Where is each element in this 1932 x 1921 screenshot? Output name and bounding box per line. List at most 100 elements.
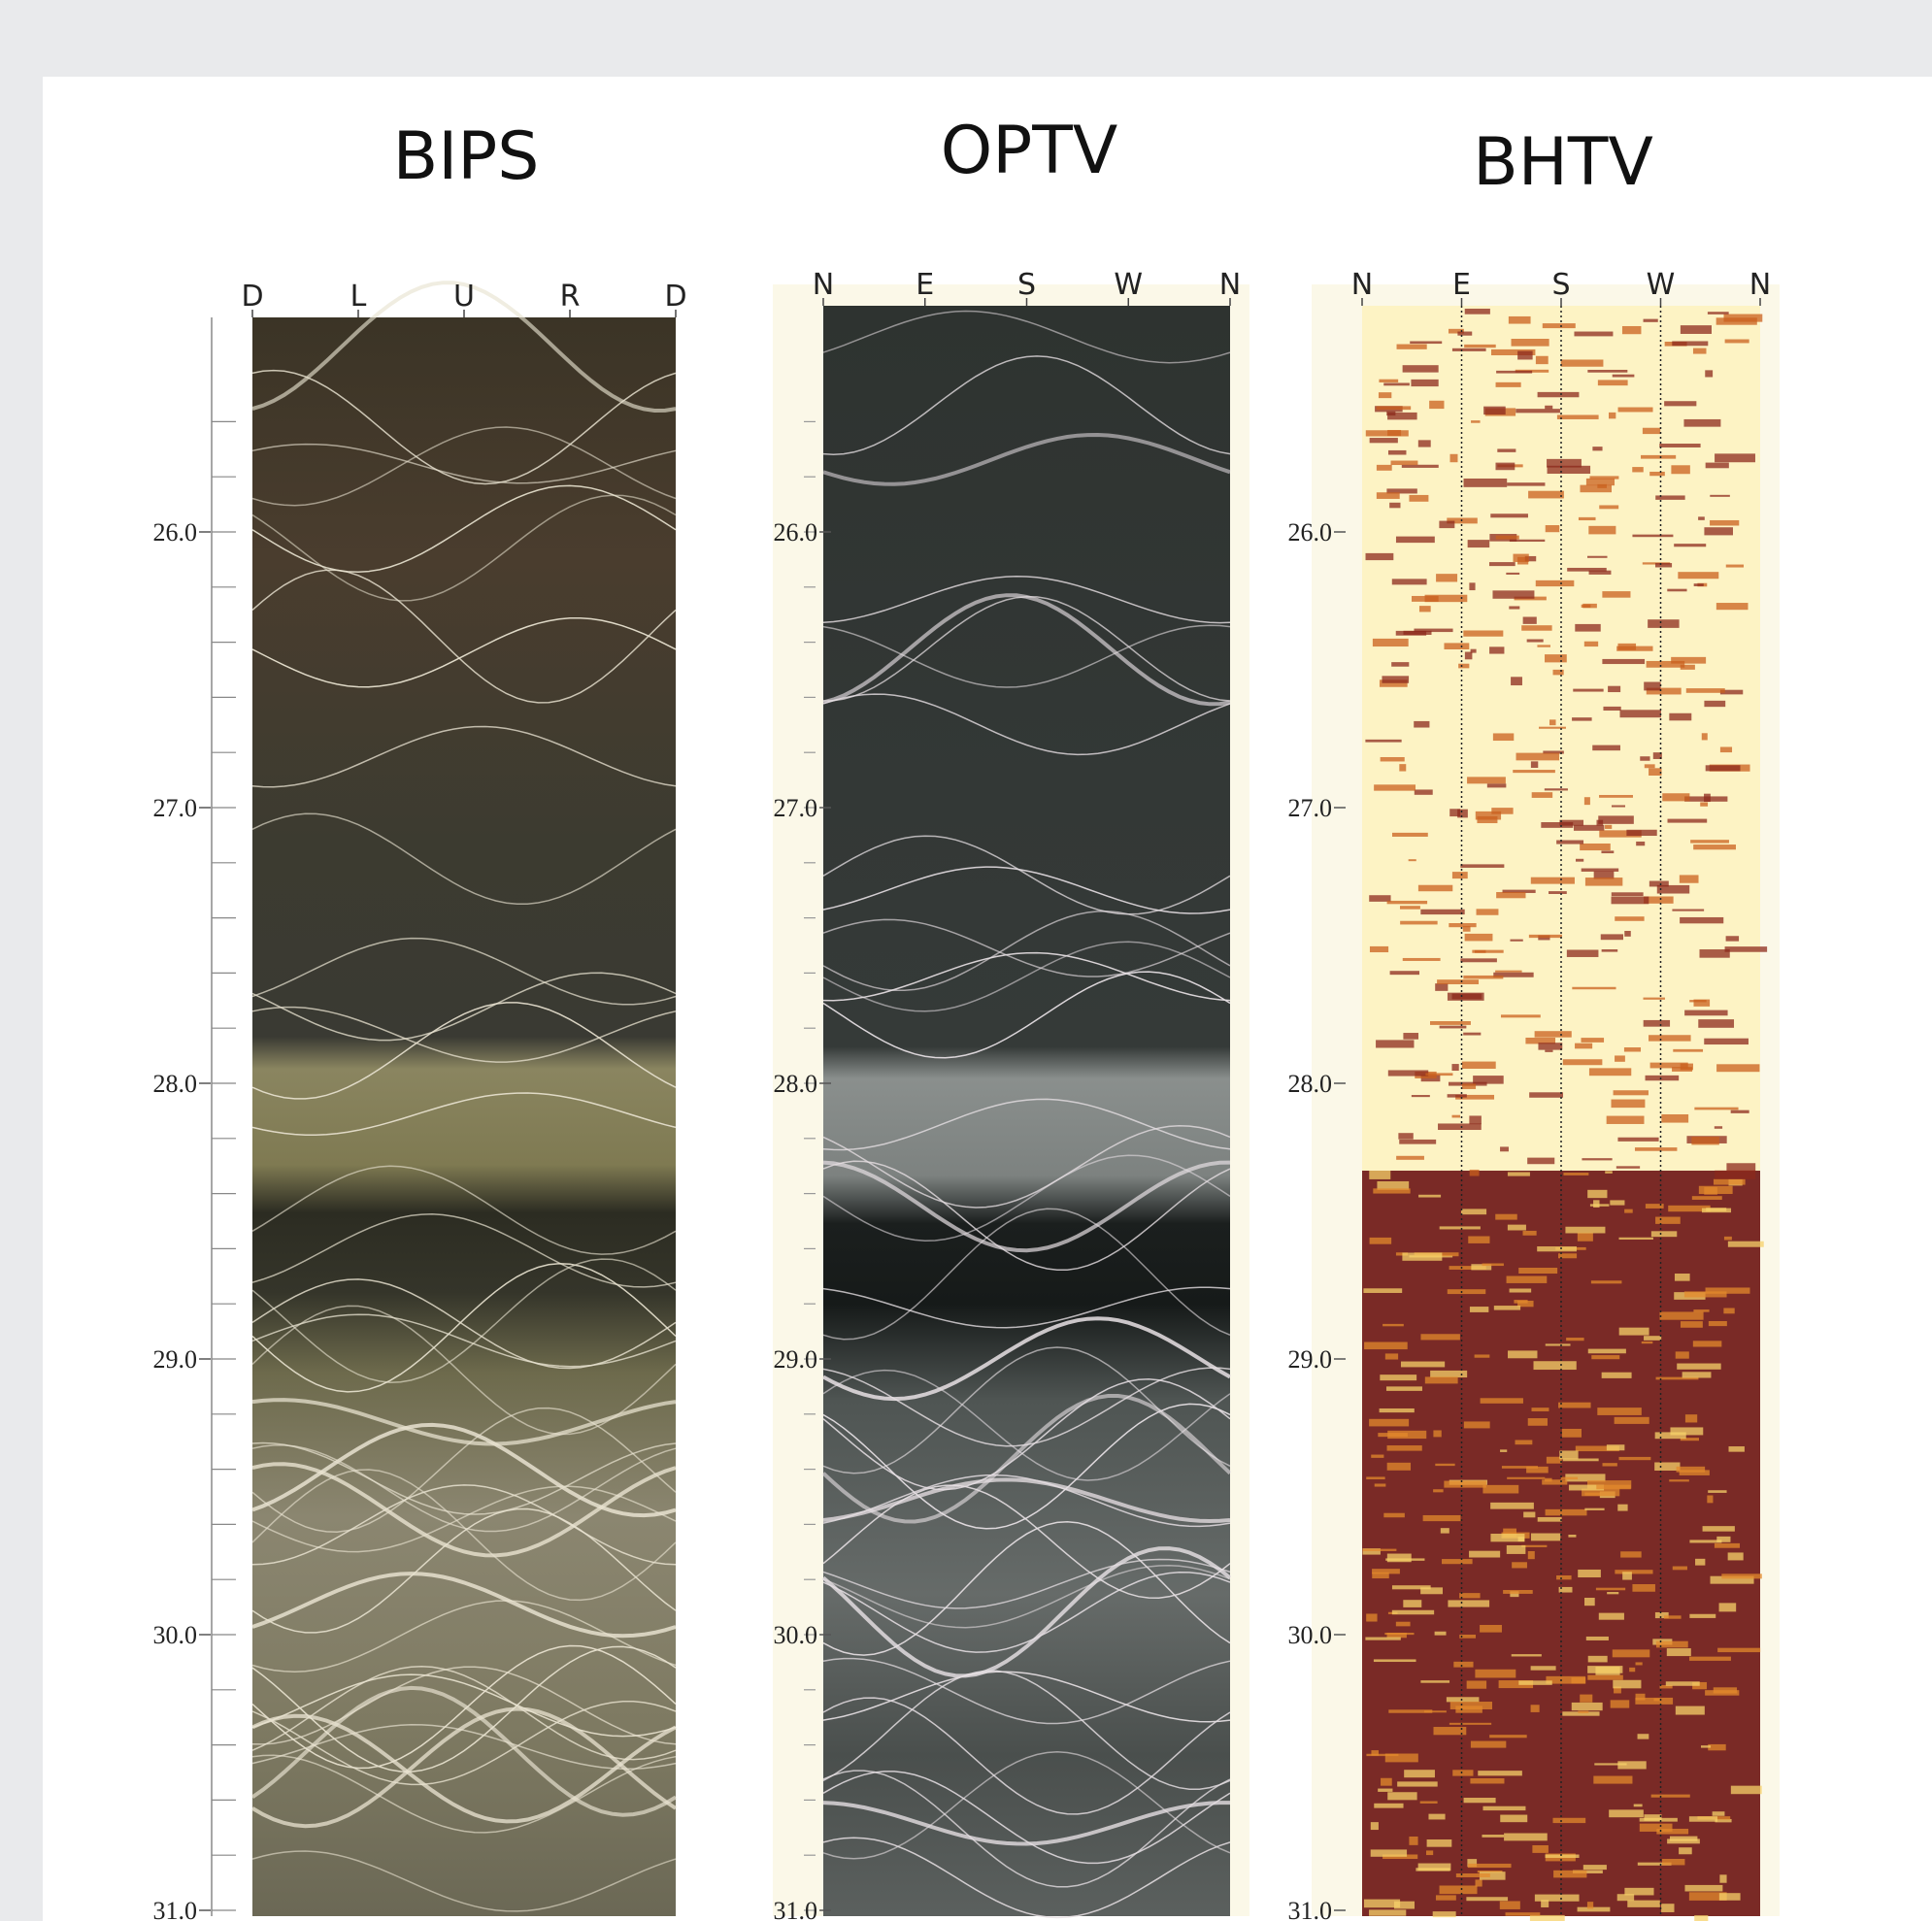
bhtv-speckle (1591, 1355, 1619, 1359)
bhtv-speckle (1494, 1306, 1520, 1310)
bhtv-speckle (1684, 796, 1727, 801)
bhtv-speckle (1463, 630, 1503, 636)
bhtv-speckle (1607, 1592, 1618, 1594)
bhtv-speckle (1425, 1073, 1452, 1076)
bhtv-speckle (1574, 332, 1613, 337)
bhtv-speckle (1452, 1770, 1473, 1775)
bhtv-speckle (1587, 1190, 1607, 1198)
bhtv-speckle (1664, 401, 1696, 406)
bhtv-speckle (1640, 1818, 1678, 1822)
bhtv-speckle (1673, 1567, 1687, 1571)
bhtv-speckle (1632, 535, 1673, 538)
bhtv-speckle (1391, 461, 1418, 466)
bhtv-speckle (1558, 1403, 1590, 1408)
bhtv-speckle (1463, 976, 1503, 979)
bhtv-speckle (1451, 1064, 1458, 1071)
bhtv-speckle (1536, 356, 1549, 364)
bhtv-speckle (1609, 1809, 1644, 1817)
bhtv-speckle (1662, 793, 1689, 801)
bhtv-speckle (1531, 1705, 1540, 1712)
bhtv-speckle (1526, 1467, 1549, 1474)
bhtv-speckle (1731, 1786, 1762, 1795)
bhtv-speckle (1640, 756, 1649, 761)
bhtv-speckle (1651, 1231, 1677, 1237)
bhtv-speckle (1603, 1463, 1617, 1466)
bhtv-speckle (1534, 1361, 1577, 1370)
bhtv-speckle (1387, 1431, 1426, 1439)
bhtv-speckle (1595, 1667, 1619, 1675)
bhtv-speckle (1369, 1171, 1390, 1179)
bhtv-speckle (1573, 689, 1603, 692)
bhtv-speckle (1684, 1010, 1727, 1016)
bhtv-speckle (1400, 921, 1437, 925)
bhtv-speckle (1661, 1904, 1674, 1912)
bhtv-speckle (1363, 1288, 1402, 1293)
bhtv-speckle (1702, 1209, 1731, 1213)
bhtv-speckle (1460, 958, 1496, 962)
bhtv-speckle (1523, 1512, 1535, 1518)
borehole-image-base (823, 306, 1230, 1916)
bhtv-speckle (1471, 420, 1480, 423)
bhtv-speckle (1710, 495, 1730, 497)
bhtv-speckle (1681, 1321, 1703, 1328)
bhtv-speckle (1585, 878, 1622, 886)
bhtv-speckle (1545, 406, 1552, 410)
bhtv-speckle (1579, 517, 1596, 520)
depth-label: 31.0 (774, 1897, 818, 1921)
bhtv-speckle (1601, 934, 1623, 940)
bhtv-speckle (1582, 1158, 1612, 1160)
bhtv-speckle (1442, 1559, 1473, 1564)
bhtv-speckle (1496, 382, 1521, 387)
bhtv-speckle (1587, 370, 1627, 373)
bhtv-speckle (1478, 1771, 1522, 1775)
bhtv-speckle (1709, 1321, 1727, 1326)
bhtv-speckle (1592, 745, 1620, 751)
orientation-label: N (813, 268, 834, 302)
bhtv-speckle (1466, 1897, 1508, 1901)
bhtv-speckle (1506, 1912, 1541, 1916)
bhtv-speckle (1535, 1031, 1572, 1037)
bhtv-speckle (1636, 842, 1645, 845)
bhtv-speckle (1717, 1648, 1760, 1652)
bhtv-speckle (1562, 1429, 1582, 1438)
bhtv-speckle (1424, 1710, 1447, 1712)
bhtv-speckle (1517, 351, 1532, 360)
bhtv-speckle (1403, 631, 1431, 635)
bhtv-speckle (1615, 1570, 1652, 1573)
bhtv-speckle (1363, 1549, 1397, 1551)
bhtv-speckle (1578, 1711, 1588, 1713)
depth-label: 28.0 (153, 1070, 198, 1098)
bhtv-speckle (1603, 707, 1620, 711)
bhtv-speckle (1596, 1588, 1625, 1591)
bhtv-speckle (1500, 1449, 1507, 1452)
bhtv-speckle (1690, 840, 1729, 843)
bhtv-speckle (1719, 1603, 1737, 1611)
bhtv-speckle (1369, 1909, 1406, 1915)
bhtv-speckle (1387, 1792, 1416, 1800)
bhtv-speckle (1698, 516, 1705, 520)
bhtv-speckle (1440, 1885, 1478, 1894)
bhtv-speckle (1691, 1137, 1718, 1144)
bhtv-speckle (1510, 940, 1522, 942)
bhtv-speckle (1387, 1554, 1412, 1563)
bhtv-speckle (1627, 1901, 1660, 1907)
bhtv-speckle (1713, 1811, 1725, 1816)
bhtv-speckle (1542, 1479, 1567, 1484)
bhtv-speckle (1666, 1681, 1700, 1686)
orientation-label: U (453, 280, 475, 314)
bhtv-speckle (1373, 1188, 1410, 1193)
bhtv-speckle (1679, 1847, 1692, 1854)
bhtv-speckle (1598, 380, 1628, 385)
bhtv-speckle (1402, 1252, 1442, 1260)
depth-label: 29.0 (153, 1345, 198, 1374)
bhtv-speckle (1580, 485, 1612, 493)
bhtv-speckle (1496, 892, 1525, 898)
bhtv-speckle (1513, 554, 1528, 562)
bhtv-speckle (1575, 624, 1600, 632)
bhtv-speckle (1676, 1706, 1705, 1715)
bhtv-speckle (1635, 1147, 1677, 1151)
bhtv-speckle (1529, 935, 1562, 938)
bhtv-speckle (1547, 459, 1582, 468)
depth-label: 26.0 (153, 518, 198, 546)
bhtv-speckle (1400, 906, 1420, 909)
